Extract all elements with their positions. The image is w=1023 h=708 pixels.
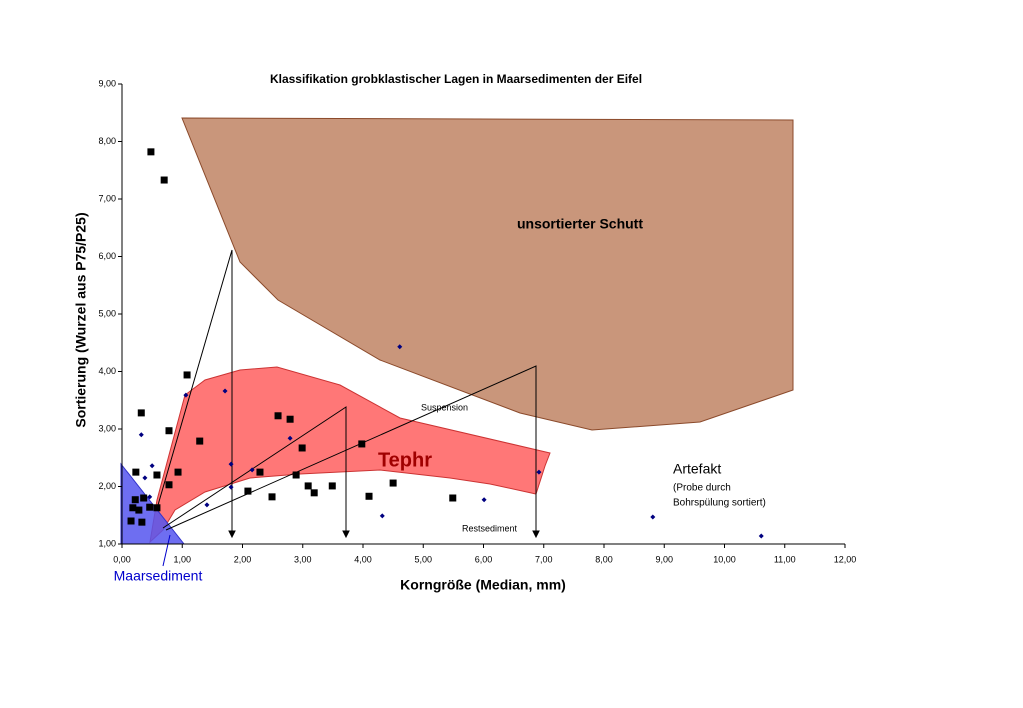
point	[165, 481, 173, 489]
point	[160, 176, 168, 184]
annotation: (Probe durch	[673, 483, 731, 494]
x-tick-label: 2,00	[234, 554, 252, 564]
y-tick-label: 2,00	[98, 481, 116, 491]
region-tephra	[149, 366, 551, 544]
arrow-head	[532, 530, 540, 539]
point	[132, 468, 140, 476]
arrow-head	[228, 530, 236, 539]
point	[127, 517, 135, 525]
y-tick-label: 4,00	[98, 366, 116, 376]
x-tick-label: 0,00	[113, 554, 131, 564]
point	[228, 461, 234, 467]
y-tick-label: 3,00	[98, 423, 116, 433]
point	[758, 533, 764, 539]
point	[389, 479, 397, 487]
y-tick-label: 5,00	[98, 308, 116, 318]
arrow-head	[342, 530, 350, 539]
region-schutt	[181, 117, 794, 431]
annotation: Maarsediment	[114, 568, 203, 584]
point	[138, 432, 144, 438]
point	[183, 392, 189, 398]
path-line	[157, 249, 233, 536]
point	[153, 471, 161, 479]
point	[222, 388, 228, 394]
point	[153, 504, 161, 512]
transport-lines	[157, 249, 540, 539]
x-tick-label: 5,00	[414, 554, 432, 564]
point	[165, 427, 173, 435]
x-axis-title: Korngröße (Median, mm)	[400, 577, 566, 593]
point	[140, 494, 148, 502]
point	[292, 471, 300, 479]
x-tick-label: 11,00	[774, 554, 796, 564]
point	[138, 518, 146, 526]
point	[147, 494, 153, 500]
point	[196, 437, 204, 445]
point	[147, 148, 155, 156]
point	[481, 497, 487, 503]
point	[310, 489, 318, 497]
leader-line	[162, 534, 171, 567]
y-axis-title: Sortierung (Wurzel aus P75/P25)	[73, 212, 89, 427]
point	[287, 435, 293, 441]
point	[183, 371, 191, 379]
point	[129, 504, 137, 512]
annotation: Restsediment	[462, 523, 518, 533]
x-tick-label: 3,00	[294, 554, 312, 564]
annotation: Tephr	[378, 449, 432, 471]
point	[228, 484, 234, 490]
point	[298, 444, 306, 452]
path-line	[165, 365, 537, 536]
point	[328, 482, 336, 490]
x-tick-label: 9,00	[655, 554, 673, 564]
point	[137, 409, 145, 417]
x-tick-label: 12,00	[834, 554, 857, 564]
point	[304, 482, 312, 490]
point	[397, 344, 403, 350]
point	[274, 412, 282, 420]
point	[249, 467, 255, 473]
point	[146, 503, 154, 511]
annotation: unsortierter Schutt	[517, 216, 643, 232]
point	[174, 468, 182, 476]
y-tick-label: 6,00	[98, 251, 116, 261]
point	[268, 493, 276, 501]
y-tick-label: 1,00	[98, 538, 116, 548]
point	[536, 469, 542, 475]
point	[244, 487, 252, 495]
point	[379, 513, 385, 519]
point	[149, 463, 155, 469]
point	[358, 440, 366, 448]
x-tick-label: 8,00	[595, 554, 613, 564]
y-tick-label: 8,00	[98, 136, 116, 146]
point	[286, 415, 294, 423]
point	[449, 494, 457, 502]
x-tick-label: 7,00	[535, 554, 553, 564]
annotation: Bohrspülung sortiert)	[673, 498, 766, 509]
x-tick-label: 6,00	[475, 554, 493, 564]
annotation: Artefakt	[673, 461, 721, 477]
x-tick-label: 4,00	[354, 554, 372, 564]
y-tick-label: 9,00	[98, 78, 116, 88]
point	[142, 475, 148, 481]
annotation: Suspension	[421, 402, 468, 412]
point	[204, 502, 210, 508]
point	[256, 468, 264, 476]
x-tick-label: 10,00	[713, 554, 736, 564]
point	[135, 506, 143, 514]
point	[650, 514, 656, 520]
path-line	[162, 406, 347, 536]
point	[365, 492, 373, 500]
chart-title: Klassifikation grobklastischer Lagen in …	[270, 72, 642, 86]
y-tick-label: 7,00	[98, 193, 116, 203]
point	[131, 496, 139, 504]
x-tick-label: 1,00	[173, 554, 191, 564]
